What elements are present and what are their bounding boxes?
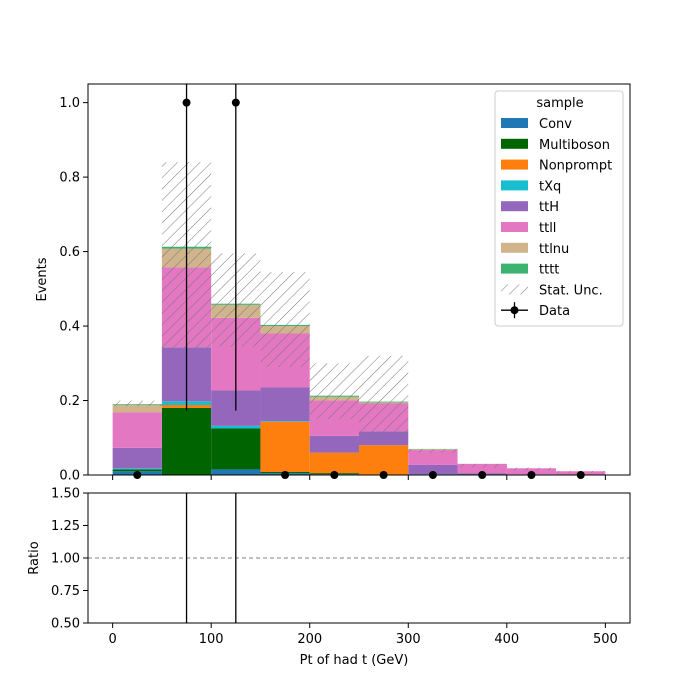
main-frame	[87, 83, 631, 476]
bar-nonprompt	[309, 452, 359, 474]
bar-multiboson	[161, 407, 212, 475]
bar-ttlnu	[112, 404, 162, 413]
legend-swatch-unc	[501, 284, 528, 295]
y-tick-label: 1.0	[59, 96, 80, 111]
legend-label: Data	[539, 304, 570, 319]
legend-label: Conv	[539, 117, 572, 132]
unc-hatch	[408, 448, 458, 453]
legend-swatch	[501, 118, 528, 128]
legend-swatch	[501, 159, 528, 170]
series-multiboson	[112, 407, 359, 475]
legend-swatch	[501, 138, 528, 149]
series-nonprompt	[161, 404, 409, 475]
ratio-y-tick-label: 1.00	[51, 552, 80, 567]
unc-hatch	[457, 463, 507, 468]
ratio-y-tick-label: 0.75	[51, 584, 80, 599]
legend-title: sample	[536, 96, 583, 111]
unc-hatch	[112, 400, 162, 407]
data-point	[182, 98, 191, 107]
bar-tth	[408, 464, 458, 475]
legend-label: Stat. Unc.	[539, 283, 603, 298]
legend: sample Conv Multiboson Nonprompt tXq ttH ttll t…	[494, 90, 624, 327]
data-point	[231, 98, 240, 107]
bar-txq	[211, 425, 261, 429]
ratio-frame	[87, 492, 631, 624]
bar-conv	[211, 469, 261, 475]
data-points	[133, 84, 585, 479]
x-tick-label: 500	[593, 632, 618, 647]
legend-swatch	[501, 242, 528, 253]
x-tick-label: 400	[494, 632, 519, 647]
legend-data-marker	[510, 306, 519, 315]
legend-swatch	[501, 222, 528, 232]
bar-multiboson	[112, 469, 162, 472]
legend-swatch	[501, 201, 528, 212]
ratio-y-tick-label: 0.50	[51, 617, 80, 632]
legend-label: ttll	[539, 221, 556, 236]
legend-label: ttlnu	[539, 242, 569, 257]
legend-label: tttt	[539, 263, 559, 278]
unc-hatch	[260, 272, 310, 368]
legend-swatch	[501, 263, 528, 274]
unc-hatch	[309, 363, 359, 420]
y-tick-label: 0.8	[59, 171, 80, 186]
y-tick-label: 0.4	[59, 320, 80, 335]
bar-txq	[112, 468, 162, 470]
bar-ttll	[457, 463, 507, 474]
unc-hatch	[359, 355, 409, 438]
ratio-panel: 0.50 0.75 1.00 1.25 1.50 0 100 200 300 400 500	[51, 487, 631, 647]
legend-swatch	[501, 180, 528, 191]
bar-tth	[309, 435, 359, 453]
ratio-y-tick-label: 1.50	[51, 487, 80, 502]
x-tick-label: 200	[297, 632, 322, 647]
ratio-y-axis-label: Ratio	[27, 541, 42, 574]
y-tick-label: 0.0	[59, 469, 80, 484]
main-panel: 0.0 0.2 0.4 0.6 0.8 1.0	[59, 83, 631, 484]
legend-label: Multiboson	[539, 138, 610, 153]
bar-ttll	[408, 450, 458, 465]
y-tick-label: 0.2	[59, 394, 80, 409]
legend-label: tXq	[539, 179, 561, 194]
x-tick-label: 0	[108, 632, 116, 647]
bar-nonprompt	[359, 445, 409, 475]
bar-tth	[260, 387, 310, 422]
x-axis-label: Pt of had t (GeV)	[300, 653, 409, 668]
legend-label: ttH	[539, 200, 559, 215]
y-tick-label: 0.6	[59, 245, 80, 260]
bar-txq	[260, 421, 310, 422]
bar-multiboson	[211, 428, 261, 470]
bar-tth	[112, 447, 162, 469]
bar-ttll	[112, 412, 162, 448]
x-tick-label: 300	[396, 632, 421, 647]
bar-nonprompt	[260, 421, 310, 473]
y-axis-label: Events	[35, 257, 50, 301]
legend-label: Nonprompt	[539, 159, 612, 174]
unc-hatch	[506, 467, 557, 471]
ratio-y-tick-label: 1.25	[51, 519, 80, 534]
x-tick-label: 100	[199, 632, 224, 647]
